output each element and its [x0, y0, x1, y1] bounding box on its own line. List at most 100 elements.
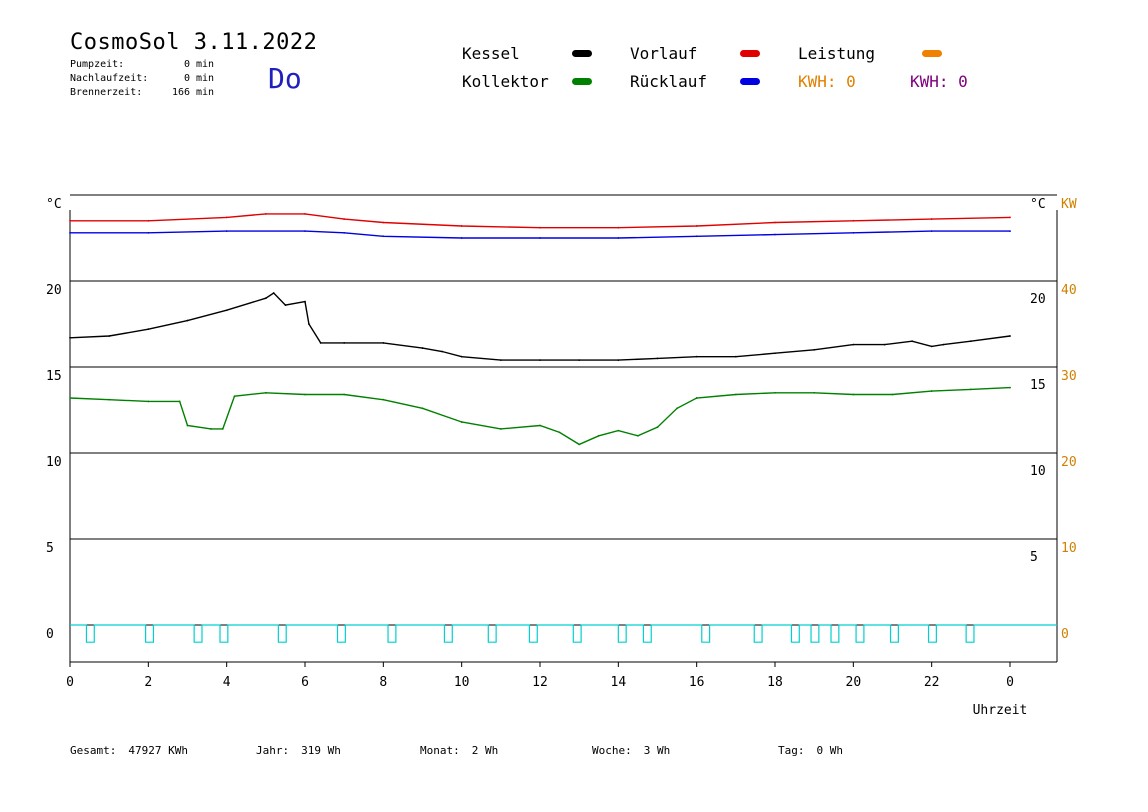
y-right2-tick-label: 20 — [1061, 455, 1077, 470]
stat-unit: min — [196, 87, 215, 98]
series-point-vorlauf — [460, 225, 463, 227]
series-point-vorlauf — [225, 216, 228, 219]
legend-vorlauf-swatch — [740, 50, 760, 57]
series-point-vorlauf — [617, 226, 620, 229]
series-point-kollektor — [695, 397, 698, 399]
y-left-tick-label: 0 — [46, 627, 54, 642]
series-point-kessel — [343, 342, 346, 344]
x-tick-label: 2 — [144, 675, 152, 690]
series-point-rcklauf — [539, 237, 541, 239]
series-point-vorlauf — [264, 213, 267, 215]
series-point-kollektor — [1009, 386, 1011, 389]
series-point-kollektor — [421, 407, 424, 410]
legend-leistung-label: Leistung — [798, 44, 876, 63]
series-point-kollektor — [147, 400, 150, 403]
x-tick-label: 16 — [689, 675, 705, 690]
x-tick-label: 18 — [767, 675, 783, 690]
series-point-vorlauf — [69, 219, 71, 222]
series-point-kessel — [930, 345, 933, 348]
legend-leistung-swatch — [922, 50, 942, 57]
series-point-kollektor — [676, 407, 678, 410]
footer-gesamt-value: 47927 KWh — [128, 744, 188, 757]
series-line-vorlauf — [70, 213, 1011, 229]
series-point-kollektor — [499, 428, 502, 430]
series-point-rcklauf — [774, 233, 776, 236]
footer-woche-label: Woche: — [592, 744, 632, 757]
y-right-tick-label: 10 — [1030, 464, 1046, 479]
series-point-kollektor — [539, 424, 541, 427]
series-point-vorlauf — [774, 221, 776, 224]
legend-kollektor-label: Kollektor — [462, 72, 549, 91]
series-point-kollektor — [617, 429, 620, 432]
legend-vorlauf-label: Vorlauf — [630, 44, 698, 63]
y-left-unit: °C — [46, 197, 62, 212]
legend-ruecklauf-label: Rücklauf — [630, 72, 708, 91]
kwh-orange: KWH: 0 — [798, 72, 856, 91]
series-point-kessel — [578, 359, 581, 362]
series-point-kollektor — [774, 391, 776, 394]
stat-row-pumpzeit: Pumpzeit: 0 min — [70, 58, 214, 72]
series-point-rcklauf — [304, 230, 306, 233]
series-point-vorlauf — [343, 218, 346, 220]
series-point-kollektor — [852, 393, 855, 396]
series-point-kessel — [284, 304, 287, 306]
series-point-kessel — [617, 359, 620, 362]
kwh-orange-value: 0 — [846, 72, 856, 91]
series-point-kessel — [108, 335, 111, 337]
series-point-kessel — [319, 342, 322, 344]
series-point-kessel — [774, 352, 776, 355]
series-point-kollektor — [304, 393, 306, 396]
footer-jahr-label: Jahr: — [256, 744, 290, 757]
series-point-kessel — [852, 343, 855, 346]
series-point-kessel — [942, 343, 945, 346]
series-point-kessel — [911, 340, 913, 343]
x-tick-label: 10 — [454, 675, 470, 690]
footer-woche: Woche: 3 Wh — [592, 744, 682, 757]
series-point-kollektor — [930, 390, 933, 392]
y-right2-tick-label: 10 — [1061, 541, 1077, 556]
series-point-kollektor — [186, 424, 189, 427]
series-line-kessel — [69, 292, 1011, 361]
series-point-rcklauf — [617, 237, 620, 239]
kwh-orange-label: KWH: — [798, 72, 837, 91]
series-point-kessel — [813, 348, 816, 351]
x-tick-label: 0 — [1006, 675, 1014, 690]
series-point-rcklauf — [852, 231, 855, 234]
series-point-kessel — [499, 359, 502, 362]
series-point-kollektor — [734, 393, 737, 396]
stat-unit: min — [196, 59, 215, 70]
kwh-purple-label: KWH: — [910, 72, 949, 91]
stat-row-brennerzeit: Brennerzeit: 166 min — [70, 86, 214, 100]
stat-value: 0 — [183, 73, 190, 84]
series-point-kessel — [147, 328, 150, 331]
series-point-kessel — [304, 300, 306, 303]
page-title: CosmoSol 3.11.2022 — [70, 30, 318, 55]
series-point-kollektor — [656, 426, 659, 429]
y-left-tick-label: 15 — [46, 369, 62, 384]
series-point-kessel — [883, 343, 886, 346]
series-point-vorlauf — [930, 218, 933, 220]
series-point-kollektor — [69, 397, 71, 399]
y-right-tick-label: 15 — [1030, 378, 1046, 393]
series-line-leistung — [70, 624, 1057, 643]
footer-tag-label: Tag: — [778, 744, 805, 757]
series-point-kollektor — [108, 398, 111, 401]
series-point-vorlauf — [382, 221, 385, 224]
series-point-rcklauf — [460, 237, 463, 239]
y-left-tick-label: 5 — [46, 541, 54, 556]
x-tick-label: 22 — [924, 675, 940, 690]
legend-kessel-swatch — [572, 50, 592, 57]
series-point-kessel — [69, 336, 71, 339]
stat-label: Nachlaufzeit: — [70, 73, 149, 84]
stat-unit: min — [196, 73, 215, 84]
series-point-kessel — [734, 355, 737, 358]
y-left-tick-label: 10 — [46, 455, 62, 470]
series-point-kessel — [969, 340, 972, 343]
series-point-kollektor — [382, 398, 385, 401]
series-point-rcklauf — [225, 230, 228, 233]
series-point-vorlauf — [304, 213, 306, 215]
series-point-kollektor — [578, 443, 581, 446]
footer-jahr: Jahr: 319 Wh — [256, 744, 353, 757]
series-point-kessel — [656, 357, 659, 360]
y-left-tick-label: 20 — [46, 283, 62, 298]
